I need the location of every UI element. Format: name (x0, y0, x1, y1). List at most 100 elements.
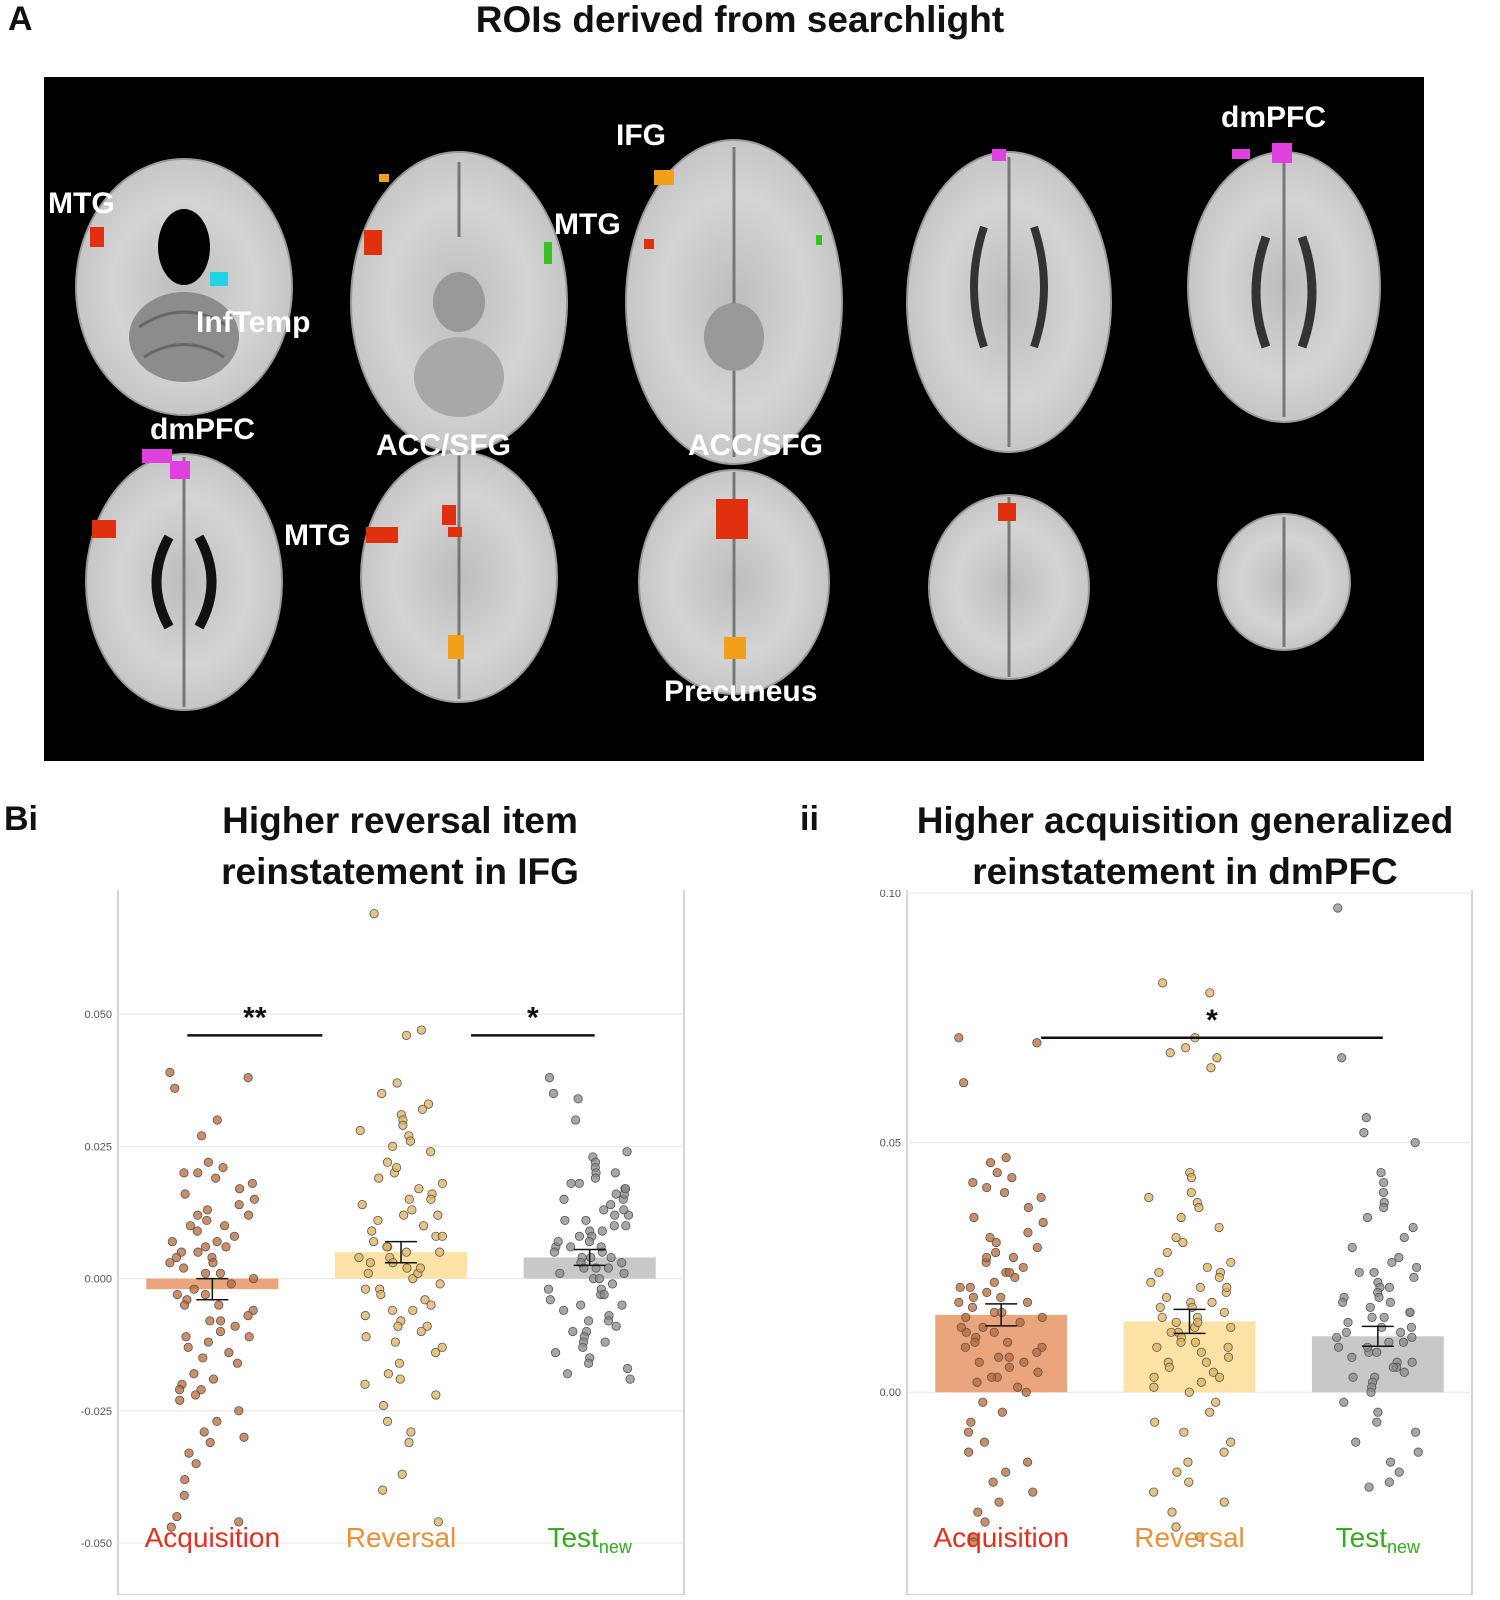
data-point (963, 1427, 974, 1437)
data-point (172, 1289, 182, 1300)
data-point (1150, 1417, 1160, 1427)
data-point (603, 1316, 614, 1326)
data-point (239, 1432, 249, 1442)
data-point (954, 1297, 964, 1307)
category-label-test-subscript: new (1387, 1537, 1421, 1557)
data-point (1152, 1342, 1162, 1352)
data-point (620, 1184, 631, 1194)
brain-slice-10 (1217, 513, 1351, 651)
data-point (1001, 1467, 1011, 1477)
data-point (1374, 1292, 1384, 1302)
panel-bii-letter: ii (800, 800, 819, 838)
label-mtg-1: MTG (48, 187, 115, 220)
data-point (1388, 1362, 1398, 1372)
data-point (996, 1292, 1006, 1302)
data-point (1387, 1257, 1397, 1268)
data-point (1339, 1397, 1349, 1407)
data-point (1214, 1222, 1224, 1233)
data-point (367, 1226, 377, 1236)
brain-slice-3 (625, 139, 843, 465)
data-point (416, 1025, 426, 1035)
data-point (179, 1168, 189, 1178)
data-point (357, 1199, 367, 1210)
data-point (994, 1497, 1004, 1507)
data-point (395, 1374, 405, 1384)
roi-acc-sfg-blob (442, 505, 456, 525)
data-point (414, 1184, 424, 1194)
data-point (200, 1268, 211, 1278)
data-point (183, 1342, 193, 1352)
data-point (989, 1327, 999, 1337)
data-point (1405, 1307, 1415, 1317)
data-point (1004, 1267, 1015, 1278)
data-point (599, 1205, 609, 1215)
data-point (991, 1237, 1001, 1248)
data-point (226, 1279, 236, 1289)
data-point (1032, 1242, 1042, 1253)
data-point (992, 1167, 1002, 1178)
data-point (1018, 1262, 1028, 1273)
data-point (193, 1168, 203, 1178)
data-point (1028, 1487, 1038, 1497)
data-point (1348, 1372, 1358, 1382)
category-label-test-main: Test (547, 1522, 599, 1553)
data-point (1023, 1457, 1033, 1467)
data-point (1395, 1327, 1406, 1337)
data-point (1021, 1387, 1031, 1397)
data-point (1015, 1317, 1025, 1327)
data-point (1004, 1362, 1014, 1372)
data-point (181, 1332, 191, 1342)
chart-bi: 0.0750.0500.0250.000-0.025-0.050***Acqui… (0, 877, 720, 1596)
data-point (610, 1168, 620, 1178)
panel-bi-title-line2: reinstatement in IFG (221, 851, 579, 892)
data-point (374, 1173, 384, 1183)
data-point (1354, 1267, 1364, 1278)
data-point (1333, 903, 1343, 913)
data-point (573, 1094, 583, 1104)
label-dmpfc-1: dmPFC (1221, 101, 1326, 134)
data-point (1146, 1277, 1156, 1287)
data-point (968, 1537, 978, 1547)
data-point (1202, 1262, 1212, 1273)
roi-dmpfc-blob (1232, 149, 1250, 159)
data-point (622, 1363, 633, 1374)
data-point (234, 1517, 244, 1527)
data-point (1176, 1212, 1186, 1223)
data-point (1214, 1272, 1224, 1283)
roi-acc-sfg-blob (998, 503, 1016, 521)
label-precuneus: Precuneus (664, 675, 817, 708)
data-point (1385, 1457, 1396, 1467)
data-point (1343, 1317, 1353, 1327)
data-point (1399, 1367, 1409, 1377)
data-point (987, 1372, 997, 1382)
data-point (574, 1231, 585, 1241)
data-point (1161, 1292, 1172, 1302)
data-point (401, 1030, 412, 1040)
data-point (1361, 1113, 1371, 1123)
data-point (208, 1258, 218, 1268)
data-point (1205, 988, 1215, 998)
data-point (982, 1182, 992, 1193)
data-point (214, 1300, 224, 1310)
data-point (1408, 1222, 1418, 1233)
data-point (211, 1173, 221, 1183)
data-point (180, 1474, 190, 1485)
data-point (1376, 1167, 1386, 1178)
panel-bi-letter: Bi (4, 800, 38, 838)
data-point (203, 1337, 213, 1347)
data-point (1023, 1202, 1033, 1213)
panel-a-letter: A (8, 0, 33, 38)
data-point (1377, 1322, 1387, 1332)
panel-a-title: ROIs derived from searchlight (475, 0, 1005, 40)
roi-mtg-blob (364, 230, 382, 255)
data-point (1373, 1407, 1383, 1417)
data-point (1359, 1128, 1369, 1138)
y-tick-label: 0.050 (84, 1009, 112, 1021)
data-point (369, 1236, 379, 1247)
data-point (606, 1199, 616, 1210)
data-point (1365, 1302, 1375, 1312)
data-point (179, 1300, 190, 1310)
brain-slice-1 (75, 158, 293, 416)
data-point (1226, 1257, 1236, 1268)
data-point (415, 1263, 426, 1273)
